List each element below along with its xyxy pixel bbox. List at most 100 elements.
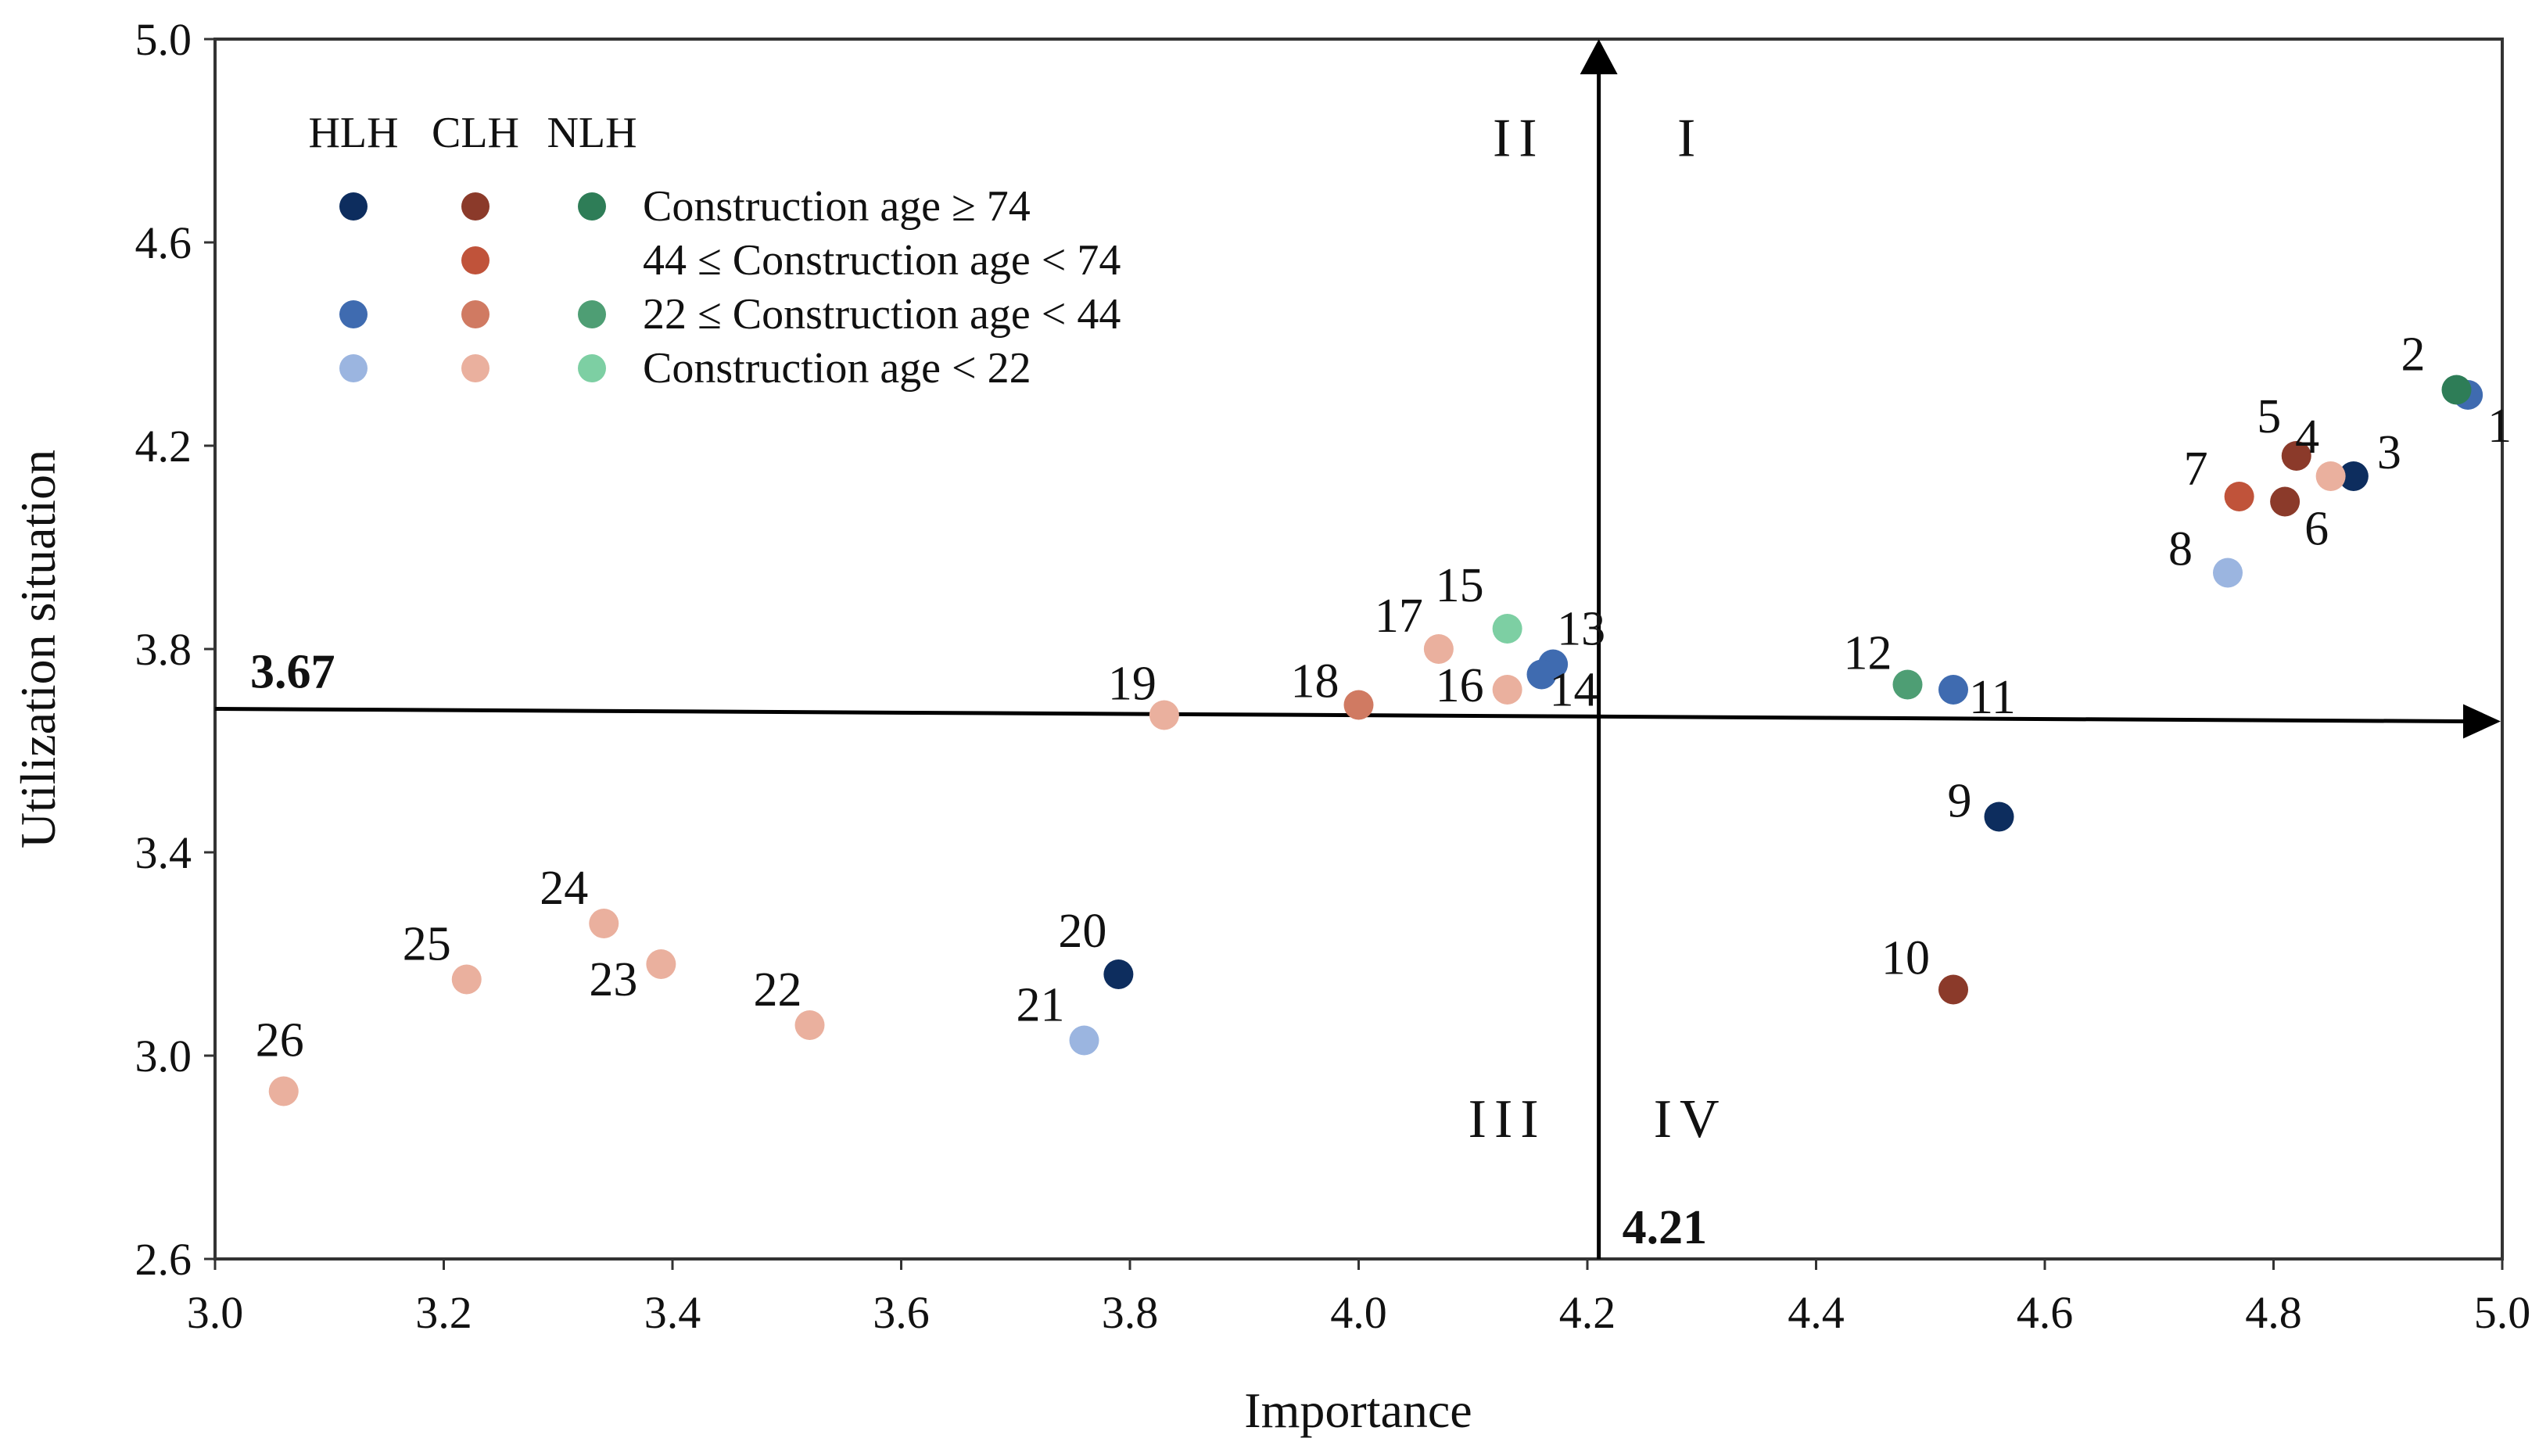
data-point-label-5: 5 xyxy=(2257,390,2281,443)
data-point-label-2: 2 xyxy=(2401,328,2426,382)
data-point-4 xyxy=(2315,461,2346,491)
x-axis-title: Importance xyxy=(1244,1382,1472,1438)
legend-row-label: Construction age < 22 xyxy=(643,344,1031,393)
data-point-22 xyxy=(794,1010,825,1040)
data-point-label-17: 17 xyxy=(1375,590,1423,643)
x-threshold-label: 4.21 xyxy=(1623,1201,1708,1254)
data-point-label-11: 11 xyxy=(1969,671,2016,724)
data-points xyxy=(268,375,2483,1106)
legend-row-label: Construction age ≥ 74 xyxy=(643,182,1031,231)
legend-marker xyxy=(578,192,606,221)
data-point-12 xyxy=(1892,669,1923,700)
x-tick-label: 4.0 xyxy=(1330,1287,1387,1338)
data-point-label-22: 22 xyxy=(754,963,802,1017)
up-arrow-head xyxy=(1580,39,1618,74)
data-point-7 xyxy=(2224,482,2254,511)
data-point-label-23: 23 xyxy=(589,953,637,1006)
data-point-14 xyxy=(1526,659,1557,690)
data-point-21 xyxy=(1069,1025,1099,1056)
data-point-label-3: 3 xyxy=(2377,426,2401,479)
data-point-23 xyxy=(646,949,676,979)
y-tick-label: 3.4 xyxy=(135,827,192,878)
y-axis-title: Utilization situation xyxy=(10,450,66,848)
data-point-5 xyxy=(2281,441,2311,471)
data-point-label-21: 21 xyxy=(1017,979,1065,1032)
data-point-label-16: 16 xyxy=(1436,659,1484,712)
data-point-label-13: 13 xyxy=(1557,603,1605,656)
legend-marker xyxy=(339,300,368,328)
data-point-26 xyxy=(268,1076,299,1106)
data-point-18 xyxy=(1343,690,1374,720)
x-tick-label: 4.6 xyxy=(2017,1287,2074,1338)
axis-ticks: 3.0 3.2 3.4 3.6 3.8 4.0 4.2 4.4 4.6 4.8 5.02.63.03… xyxy=(135,14,2531,1338)
legend: HLH CLH NLH Construction age ≥ 74 44 ≤ Co… xyxy=(308,109,1121,393)
y-tick-label: 5.0 xyxy=(135,14,192,65)
data-point-20 xyxy=(1103,959,1134,989)
data-point-label-6: 6 xyxy=(2304,503,2329,556)
x-tick-label: 3.4 xyxy=(644,1287,701,1338)
legend-header-nlh: NLH xyxy=(547,109,637,157)
data-point-label-7: 7 xyxy=(2184,443,2208,496)
x-tick-label: 4.8 xyxy=(2245,1287,2302,1338)
legend-marker xyxy=(578,300,606,328)
y-tick-label: 2.6 xyxy=(135,1234,192,1285)
point-labels: 3920111131482156107184161719222324252621… xyxy=(256,328,2512,1067)
data-point-label-20: 20 xyxy=(1058,905,1106,958)
data-point-8 xyxy=(2213,558,2243,588)
data-point-3 xyxy=(2338,461,2369,491)
y-tick-label: 4.2 xyxy=(135,421,192,472)
data-point-label-15: 15 xyxy=(1436,559,1484,612)
data-point-label-1: 1 xyxy=(2487,400,2512,453)
legend-marker xyxy=(461,192,490,221)
legend-marker xyxy=(461,246,490,274)
legend-row-label: 44 ≤ Construction age < 74 xyxy=(643,236,1121,285)
y-tick-label: 3.8 xyxy=(135,624,192,675)
data-point-label-24: 24 xyxy=(540,862,588,915)
data-point-2 xyxy=(2441,375,2472,405)
data-point-label-26: 26 xyxy=(256,1014,304,1067)
x-tick-label: 3.6 xyxy=(873,1287,930,1338)
data-point-16 xyxy=(1492,675,1522,705)
data-point-label-19: 19 xyxy=(1108,658,1157,711)
quadrant-label: I xyxy=(1677,109,1703,169)
legend-marker xyxy=(339,354,368,382)
x-tick-label: 3.8 xyxy=(1102,1287,1159,1338)
data-point-label-14: 14 xyxy=(1550,664,1598,717)
data-point-label-12: 12 xyxy=(1844,627,1892,680)
legend-header-clh: CLH xyxy=(432,109,519,157)
data-point-11 xyxy=(1938,675,1968,705)
threshold-lines: 3.67 4.21 xyxy=(214,39,2501,1259)
legend-marker xyxy=(461,300,490,328)
data-point-10 xyxy=(1938,974,1968,1005)
x-tick-label: 3.2 xyxy=(415,1287,472,1338)
x-tick-label: 3.0 xyxy=(187,1287,244,1338)
data-point-9 xyxy=(1984,802,2014,832)
legend-marker xyxy=(461,354,490,382)
data-point-label-25: 25 xyxy=(403,918,451,971)
quadrant-label: II xyxy=(1493,109,1545,169)
data-point-25 xyxy=(451,964,482,995)
x-tick-label: 4.4 xyxy=(1788,1287,1845,1338)
data-point-24 xyxy=(589,909,619,938)
legend-header-hlh: HLH xyxy=(308,109,398,157)
quadrant-label: IV xyxy=(1654,1089,1727,1149)
x-tick-label: 5.0 xyxy=(2474,1287,2531,1338)
legend-marker xyxy=(578,354,606,382)
y-threshold-label: 3.67 xyxy=(250,646,335,699)
legend-marker xyxy=(339,192,368,221)
data-point-label-4: 4 xyxy=(2295,411,2319,464)
data-point-19 xyxy=(1149,700,1179,730)
data-point-label-18: 18 xyxy=(1291,655,1339,708)
data-point-label-10: 10 xyxy=(1881,932,1930,985)
data-point-6 xyxy=(2270,486,2301,517)
y-tick-label: 4.6 xyxy=(135,217,192,268)
data-point-label-9: 9 xyxy=(1948,775,1972,828)
quadrant-label: III xyxy=(1469,1089,1547,1149)
x-tick-label: 4.2 xyxy=(1559,1287,1616,1338)
horizontal-threshold-line xyxy=(214,707,2464,723)
data-point-label-8: 8 xyxy=(2168,523,2193,576)
data-point-17 xyxy=(1423,634,1454,664)
y-tick-label: 3.0 xyxy=(135,1031,192,1081)
